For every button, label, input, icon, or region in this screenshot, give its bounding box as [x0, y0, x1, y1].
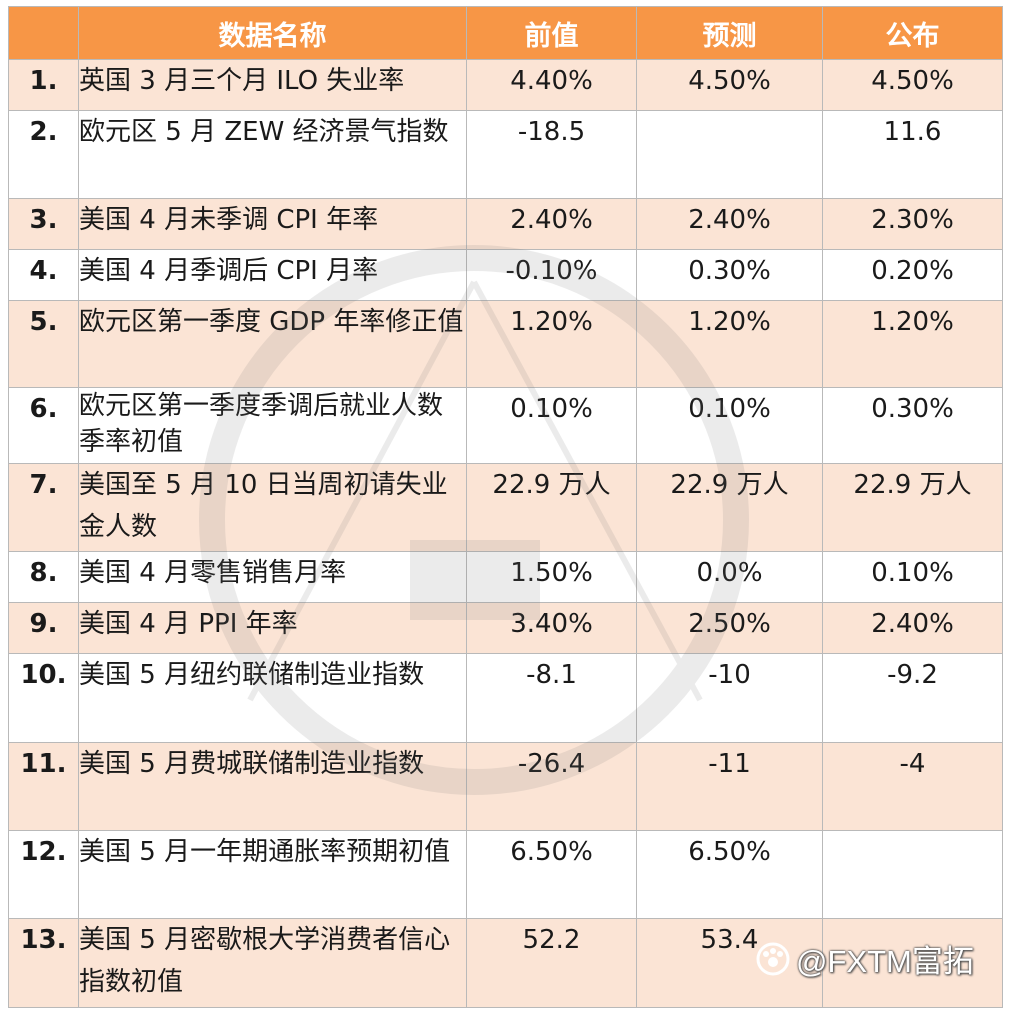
row-previous: 1.20%: [466, 300, 637, 388]
header-previous: 前值: [466, 6, 637, 60]
row-name: 美国 5 月费城联储制造业指数: [78, 742, 467, 831]
row-previous: 4.40%: [466, 59, 637, 111]
table-row: 2. 欧元区 5 月 ZEW 经济景气指数 -18.5 11.6: [8, 110, 1003, 199]
row-number: 5.: [8, 300, 79, 388]
row-name: 美国 4 月未季调 CPI 年率: [78, 198, 467, 250]
row-name: 美国 4 月季调后 CPI 月率: [78, 249, 467, 301]
row-actual: -9.2: [822, 653, 1003, 743]
row-number: 10.: [8, 653, 79, 743]
row-actual: 0.10%: [822, 551, 1003, 603]
header-number: [8, 6, 79, 60]
row-number: 4.: [8, 249, 79, 301]
header-forecast: 预测: [636, 6, 823, 60]
table-row: 6. 欧元区第一季度季调后就业人数季率初值 0.10% 0.10% 0.30%: [8, 387, 1003, 464]
row-forecast: 2.40%: [636, 198, 823, 250]
row-forecast: 22.9 万人: [636, 463, 823, 552]
row-name: 欧元区第一季度 GDP 年率修正值: [78, 300, 467, 388]
row-name: 欧元区 5 月 ZEW 经济景气指数: [78, 110, 467, 199]
table-row: 9. 美国 4 月 PPI 年率 3.40% 2.50% 2.40%: [8, 602, 1003, 654]
row-name: 英国 3 月三个月 ILO 失业率: [78, 59, 467, 111]
row-forecast: 2.50%: [636, 602, 823, 654]
table-row: 4. 美国 4 月季调后 CPI 月率 -0.10% 0.30% 0.20%: [8, 249, 1003, 301]
source-credit: @FXTM富拓: [756, 936, 974, 981]
table-row: 7. 美国至 5 月 10 日当周初请失业金人数 22.9 万人 22.9 万人…: [8, 463, 1003, 552]
row-actual: [822, 830, 1003, 919]
row-previous: -0.10%: [466, 249, 637, 301]
table-row: 12. 美国 5 月一年期通胀率预期初值 6.50% 6.50%: [8, 830, 1003, 919]
row-actual: 1.20%: [822, 300, 1003, 388]
row-forecast: -10: [636, 653, 823, 743]
row-forecast: 1.20%: [636, 300, 823, 388]
row-number: 11.: [8, 742, 79, 831]
economic-data-table: 数据名称 前值 预测 公布 1. 英国 3 月三个月 ILO 失业率 4.40%…: [8, 6, 1003, 1008]
row-name: 欧元区第一季度季调后就业人数季率初值: [78, 387, 467, 464]
table-row: 8. 美国 4 月零售销售月率 1.50% 0.0% 0.10%: [8, 551, 1003, 603]
row-actual: 0.30%: [822, 387, 1003, 464]
row-previous: -8.1: [466, 653, 637, 743]
row-actual: 2.40%: [822, 602, 1003, 654]
row-forecast: -11: [636, 742, 823, 831]
table-row: 13. 美国 5 月密歇根大学消费者信心指数初值 52.2 53.4: [8, 918, 1003, 1008]
paw-icon: [756, 942, 790, 975]
row-actual: [822, 918, 1003, 1008]
row-forecast: [636, 110, 823, 199]
table-row: 5. 欧元区第一季度 GDP 年率修正值 1.20% 1.20% 1.20%: [8, 300, 1003, 388]
row-name: 美国 4 月 PPI 年率: [78, 602, 467, 654]
row-actual: 0.20%: [822, 249, 1003, 301]
row-actual: -4: [822, 742, 1003, 831]
row-previous: 3.40%: [466, 602, 637, 654]
row-actual: 2.30%: [822, 198, 1003, 250]
row-number: 9.: [8, 602, 79, 654]
row-number: 6.: [8, 387, 79, 464]
row-previous: -18.5: [466, 110, 637, 199]
row-actual: 11.6: [822, 110, 1003, 199]
row-number: 7.: [8, 463, 79, 552]
row-number: 1.: [8, 59, 79, 111]
row-name: 美国 5 月一年期通胀率预期初值: [78, 830, 467, 919]
row-number: 13.: [8, 918, 79, 1008]
row-name: 美国 4 月零售销售月率: [78, 551, 467, 603]
row-previous: 1.50%: [466, 551, 637, 603]
table-row: 1. 英国 3 月三个月 ILO 失业率 4.40% 4.50% 4.50%: [8, 59, 1003, 111]
row-number: 3.: [8, 198, 79, 250]
row-forecast: 6.50%: [636, 830, 823, 919]
row-previous: -26.4: [466, 742, 637, 831]
row-forecast: 0.30%: [636, 249, 823, 301]
row-previous: 0.10%: [466, 387, 637, 464]
row-previous: 6.50%: [466, 830, 637, 919]
row-previous: 2.40%: [466, 198, 637, 250]
row-forecast: 0.0%: [636, 551, 823, 603]
table-row: 10. 美国 5 月纽约联储制造业指数 -8.1 -10 -9.2: [8, 653, 1003, 743]
row-forecast: 4.50%: [636, 59, 823, 111]
header-data-name: 数据名称: [78, 6, 467, 60]
row-forecast: 53.4: [636, 918, 823, 1008]
row-name: 美国 5 月纽约联储制造业指数: [78, 653, 467, 743]
row-number: 12.: [8, 830, 79, 919]
header-actual: 公布: [822, 6, 1003, 60]
row-name: 美国至 5 月 10 日当周初请失业金人数: [78, 463, 467, 552]
row-name: 美国 5 月密歇根大学消费者信心指数初值: [78, 918, 467, 1008]
table-row: 3. 美国 4 月未季调 CPI 年率 2.40% 2.40% 2.30%: [8, 198, 1003, 250]
row-number: 2.: [8, 110, 79, 199]
row-forecast: 0.10%: [636, 387, 823, 464]
row-previous: 52.2: [466, 918, 637, 1008]
row-previous: 22.9 万人: [466, 463, 637, 552]
row-actual: 22.9 万人: [822, 463, 1003, 552]
credit-text: @FXTM富拓: [796, 944, 974, 979]
row-number: 8.: [8, 551, 79, 603]
row-actual: 4.50%: [822, 59, 1003, 111]
table-row: 11. 美国 5 月费城联储制造业指数 -26.4 -11 -4: [8, 742, 1003, 831]
table-header-row: 数据名称 前值 预测 公布: [8, 6, 1003, 60]
